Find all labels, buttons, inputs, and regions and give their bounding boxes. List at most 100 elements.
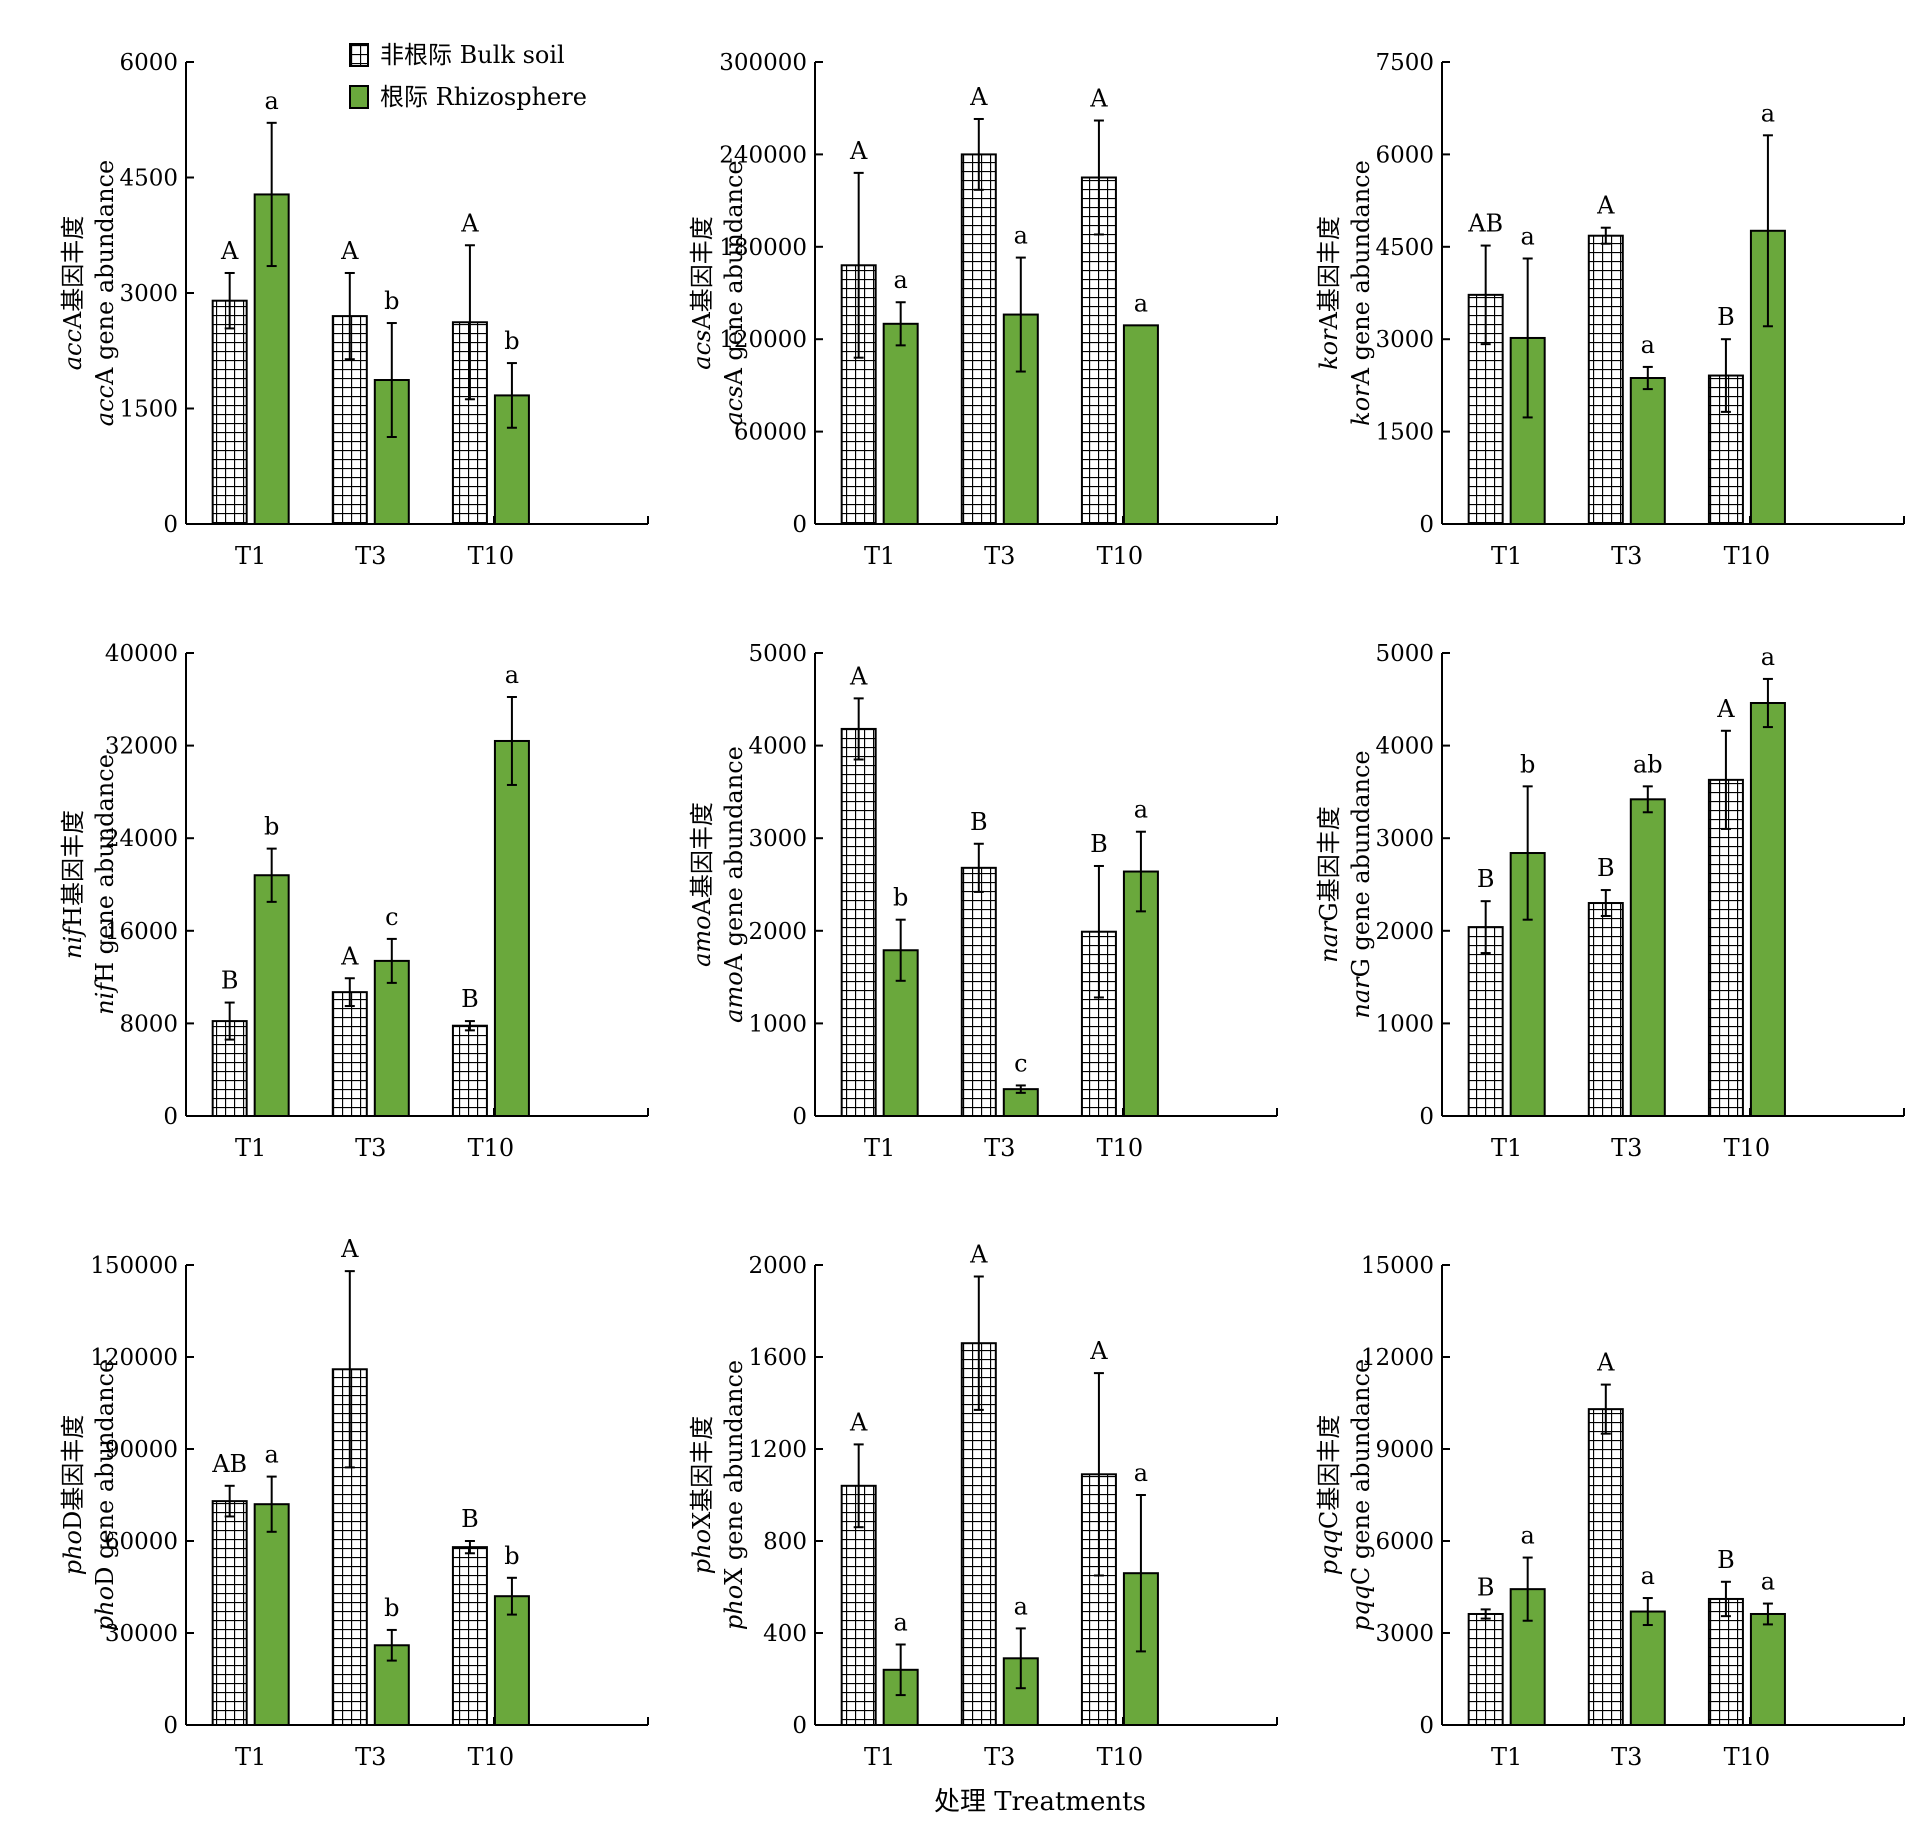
significance-letter-bulk: A (460, 209, 479, 237)
bar-bulk-soil (1467, 926, 1504, 1118)
significance-letter-bulk: B (1717, 303, 1735, 331)
gene-name: pho (720, 1585, 748, 1630)
significance-letter-bulk: A (340, 942, 359, 970)
y-tick-label: 40000 (105, 641, 178, 667)
significance-letter-rhizosphere: a (1761, 643, 1775, 671)
gene-name: amo (688, 915, 716, 967)
y-tick-label: 3000 (119, 281, 178, 307)
x-tick-label: T10 (1097, 1743, 1144, 1771)
x-tick-label: T1 (864, 1743, 895, 1771)
bar-bulk-soil (960, 866, 997, 1117)
y-tick-label: 60000 (105, 1529, 178, 1555)
y-tick-label: 0 (163, 1104, 178, 1130)
bar-rhizosphere (1629, 377, 1666, 525)
significance-letter-bulk: B (970, 808, 988, 836)
significance-letter-bulk: A (220, 237, 239, 265)
y-tick-label: 0 (163, 512, 178, 538)
significance-letter-rhizosphere: a (894, 1609, 908, 1637)
y-tick-label: 60000 (734, 420, 807, 446)
chart-panel-2: 060000120000180000240000300000acsA基因丰度ac… (688, 50, 1278, 570)
x-tick-label: T10 (1097, 1134, 1144, 1162)
gene-suffix: D基因丰度 (59, 1415, 87, 1530)
gene-name: nif (59, 923, 87, 959)
y-tick-label: 1600 (748, 1345, 807, 1371)
x-tick-label: T3 (984, 1134, 1015, 1162)
y-axis-label-cn: accA基因丰度 (59, 216, 87, 371)
gene-name: acs (720, 386, 748, 426)
y-axis-label-cn: pqqC基因丰度 (1315, 1415, 1343, 1575)
y-axis-label-cn: narG基因丰度 (1315, 806, 1343, 962)
y-tick-label: 6000 (1375, 1529, 1434, 1555)
significance-letter-rhizosphere: c (1014, 1049, 1027, 1077)
significance-letter-bulk: B (1090, 830, 1108, 858)
y-tick-label: 3000 (1375, 327, 1434, 353)
y-tick-label: 1500 (119, 397, 178, 423)
gene-name: pho (688, 1529, 716, 1574)
y-tick-label: 300000 (719, 50, 807, 76)
x-tick-label: T1 (235, 542, 266, 570)
gene-suffix: A gene abundance (720, 160, 748, 386)
x-tick-label: T1 (1491, 542, 1522, 570)
significance-letter-rhizosphere: b (384, 287, 399, 315)
y-tick-label: 6000 (1375, 142, 1434, 168)
y-tick-label: 5000 (748, 641, 807, 667)
y-tick-label: 16000 (105, 919, 178, 945)
gene-suffix: A gene abundance (91, 160, 119, 386)
gene-name: nif (91, 979, 119, 1015)
y-axis-label-en: acsA gene abundance (720, 160, 748, 425)
significance-letter-rhizosphere: b (504, 1542, 519, 1570)
significance-letter-bulk: B (1597, 854, 1615, 882)
gene-name: acs (688, 330, 716, 370)
bar-rhizosphere (1629, 798, 1666, 1117)
y-axis-label-en: pqqC gene abundance (1347, 1359, 1375, 1631)
gene-suffix: A基因丰度 (59, 216, 87, 330)
gene-name: acc (91, 385, 119, 426)
y-tick-label: 0 (792, 1713, 807, 1739)
x-tick-label: T10 (1724, 542, 1771, 570)
bar-rhizosphere (1629, 1610, 1666, 1726)
y-tick-label: 1500 (1375, 420, 1434, 446)
y-tick-label: 0 (163, 1713, 178, 1739)
y-tick-label: 1200 (748, 1437, 807, 1463)
y-axis-label-cn: acsA基因丰度 (688, 216, 716, 369)
gene-suffix: A gene abundance (720, 746, 748, 972)
y-tick-label: 120000 (90, 1345, 178, 1371)
bar-bulk-soil (1587, 1408, 1624, 1726)
bar-rhizosphere (1749, 702, 1786, 1118)
gene-suffix: A基因丰度 (688, 802, 716, 916)
y-axis-label-en: accA gene abundance (91, 160, 119, 426)
significance-letter-rhizosphere: a (1014, 222, 1028, 250)
x-tick-label: T3 (984, 542, 1015, 570)
significance-letter-bulk: B (1717, 1546, 1735, 1574)
y-axis-label-cn: phoD基因丰度 (59, 1415, 87, 1576)
significance-letter-rhizosphere: a (505, 661, 519, 689)
gene-name: nar (1347, 976, 1375, 1019)
legend-swatch-bulk (349, 43, 369, 67)
bar-bulk-soil (960, 153, 997, 525)
y-tick-label: 32000 (105, 734, 178, 760)
y-tick-label: 12000 (1361, 1345, 1434, 1371)
gene-suffix: C gene abundance (1347, 1359, 1375, 1585)
chart-panel-7: 0300006000090000120000150000phoD基因丰度phoD… (59, 1235, 649, 1771)
significance-letter-bulk: B (1477, 1573, 1495, 1601)
significance-letter-bulk: AB (211, 1450, 247, 1478)
significance-letter-rhizosphere: a (1761, 99, 1775, 127)
x-tick-label: T3 (355, 1743, 386, 1771)
significance-letter-rhizosphere: b (893, 884, 908, 912)
x-tick-label: T10 (1724, 1743, 1771, 1771)
significance-letter-bulk: A (1089, 85, 1108, 113)
y-tick-label: 9000 (1375, 1437, 1434, 1463)
gene-name: kor (1315, 328, 1343, 370)
y-tick-label: 0 (1419, 1104, 1434, 1130)
significance-letter-bulk: A (340, 237, 359, 265)
bar-bulk-soil (840, 727, 877, 1117)
bar-rhizosphere (1749, 1612, 1786, 1727)
